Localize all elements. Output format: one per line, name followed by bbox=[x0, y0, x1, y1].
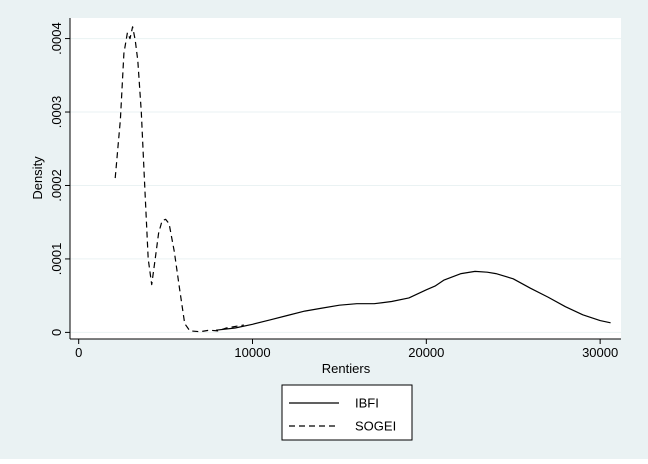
legend-label-ibfi: IBFI bbox=[355, 396, 379, 411]
legend-label-sogei: SOGEI bbox=[355, 419, 396, 434]
x-axis-label: Rentiers bbox=[322, 361, 371, 376]
y-tick-label: .0004 bbox=[49, 22, 64, 55]
y-axis-label: Density bbox=[30, 156, 45, 200]
x-tick-label: 10000 bbox=[234, 345, 270, 360]
axes bbox=[69, 18, 621, 340]
series-line-ibfi bbox=[215, 270, 611, 331]
legend: IBFI SOGEI bbox=[281, 384, 413, 441]
x-tick-label: 30000 bbox=[582, 345, 618, 360]
ticks: 0 .0001 .0002 .0003 .0004 0 10000 20000 30000 bbox=[49, 22, 618, 360]
legend-box bbox=[281, 384, 413, 441]
series-line-sogei bbox=[114, 26, 244, 333]
plot-area bbox=[70, 18, 621, 339]
y-tick-label: .0002 bbox=[49, 169, 64, 202]
x-tick-label: 20000 bbox=[408, 345, 444, 360]
x-tick-label: 0 bbox=[75, 345, 82, 360]
y-tick-label: 0 bbox=[49, 329, 64, 336]
y-tick-label: .0001 bbox=[49, 243, 64, 276]
y-tick-label: .0003 bbox=[49, 96, 64, 129]
series-lines bbox=[114, 26, 611, 333]
gridlines bbox=[70, 38, 621, 333]
